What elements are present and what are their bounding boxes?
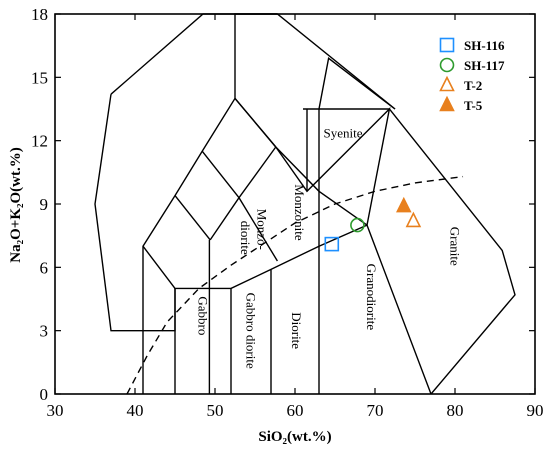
- point-sh-117-0: [350, 217, 365, 233]
- sample-points: [324, 196, 422, 252]
- field-label-diorite: diorite: [238, 221, 253, 255]
- x-tick-label-50: 50: [207, 401, 224, 420]
- legend: SH-116 SH-117 T-2 T-5: [439, 37, 505, 113]
- x-tick-label-30: 30: [47, 401, 64, 420]
- field-boundary-14: [94, 94, 176, 332]
- x-tick-label-40: 40: [127, 401, 144, 420]
- x-axis-title: SiO₂(wt.%): [258, 429, 331, 445]
- y-tick-label-18: 18: [31, 5, 48, 24]
- field-boundary-9: [174, 195, 211, 241]
- legend-marker-sh-116: [439, 37, 455, 53]
- field-boundary-12: [234, 97, 277, 148]
- legend-marker-t-2: [439, 75, 455, 92]
- x-tick-label-90: 90: [527, 401, 544, 420]
- field-label-syenite: Syenite: [324, 125, 363, 140]
- point-sh-116-0: [324, 236, 340, 252]
- field-label-granodiorite: Granodiorite: [364, 264, 379, 331]
- field-boundary-0: [142, 97, 432, 395]
- field-boundary-16: [318, 57, 396, 247]
- dashed-divider-line: [126, 175, 464, 395]
- field-boundary-13: [110, 13, 278, 95]
- point-t-5-0: [396, 196, 412, 213]
- y-tick-label-3: 3: [40, 322, 49, 341]
- field-label-monzo: Monzo-: [255, 209, 270, 250]
- alkaline-subalkaline-divider: [126, 175, 464, 395]
- field-boundary-10: [201, 150, 240, 199]
- x-tick-label-80: 80: [447, 401, 464, 420]
- y-tick-label-9: 9: [40, 195, 49, 214]
- axes: 30 40 50 60 70 80 90 0 3 6 9 12 15 18: [31, 5, 544, 420]
- field-label-gabbro: Gabbro: [195, 296, 210, 335]
- legend-label-sh-116: SH-116: [464, 38, 505, 53]
- field-label-gabbro-diorite: Gabbro diorite: [243, 293, 258, 369]
- x-tick-label-60: 60: [287, 401, 304, 420]
- field-label-monzonite: Monzonite: [292, 184, 307, 241]
- legend-marker-t-5: [439, 95, 455, 112]
- field-label-diorite: Diorite: [289, 312, 304, 349]
- legend-marker-sh-117: [439, 57, 455, 73]
- legend-label-sh-117: SH-117: [464, 58, 505, 73]
- rock-field-labels: Syenite Monzonite Monzo-diorite Gabbro Gabbr…: [195, 125, 462, 369]
- y-tick-label-12: 12: [31, 132, 48, 151]
- x-tick-label-70: 70: [367, 401, 384, 420]
- y-tick-label-0: 0: [40, 385, 49, 404]
- field-boundary-11: [234, 13, 396, 110]
- field-label-granite: Granite: [447, 227, 462, 266]
- y-axis-title: Na₂O+K₂O(wt.%): [8, 147, 24, 262]
- y-tick-label-6: 6: [40, 258, 49, 277]
- point-t-2-0: [405, 211, 422, 228]
- legend-label-t-5: T-5: [464, 98, 483, 113]
- field-boundary-2: [303, 108, 516, 395]
- y-tick-label-15: 15: [31, 68, 48, 87]
- legend-label-t-2: T-2: [464, 78, 482, 93]
- field-boundary-8: [238, 146, 277, 199]
